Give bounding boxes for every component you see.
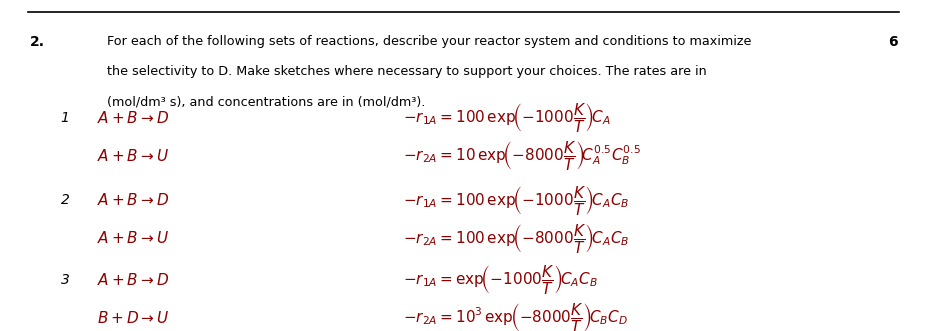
Text: $-r_{1A} = 100\,\mathrm{exp}\!\left(-1000\dfrac{K}{T}\right)\!C_A$: $-r_{1A} = 100\,\mathrm{exp}\!\left(-100… — [403, 101, 611, 134]
Text: $A + B \rightarrow U$: $A + B \rightarrow U$ — [97, 230, 170, 246]
Text: For each of the following sets of reactions, describe your reactor system and co: For each of the following sets of reacti… — [107, 35, 751, 48]
Text: 2: 2 — [60, 193, 70, 207]
Text: 2.: 2. — [30, 35, 44, 49]
Text: $-r_{1A} = \mathrm{exp}\!\left(-1000\dfrac{K}{T}\right)\!C_AC_B$: $-r_{1A} = \mathrm{exp}\!\left(-1000\dfr… — [403, 263, 598, 296]
Text: the selectivity to D. Make sketches where necessary to support your choices. The: the selectivity to D. Make sketches wher… — [107, 65, 706, 78]
Text: $-r_{1A} = 100\,\mathrm{exp}\!\left(-1000\dfrac{K}{T}\right)\!C_AC_B$: $-r_{1A} = 100\,\mathrm{exp}\!\left(-100… — [403, 184, 629, 217]
Text: $B + D \rightarrow U$: $B + D \rightarrow U$ — [97, 310, 170, 326]
Text: $A + B \rightarrow D$: $A + B \rightarrow D$ — [97, 272, 170, 288]
Text: (mol/dm³ s), and concentrations are in (mol/dm³).: (mol/dm³ s), and concentrations are in (… — [107, 96, 425, 109]
Text: 1: 1 — [60, 111, 70, 124]
Text: $-r_{2A} = 10\,\mathrm{exp}\!\left(-8000\dfrac{K}{T}\right)\!C_A^{0.5}C_B^{0.5}$: $-r_{2A} = 10\,\mathrm{exp}\!\left(-8000… — [403, 139, 641, 172]
Text: $-r_{2A} = 100\,\mathrm{exp}\!\left(-8000\dfrac{K}{T}\right)\!C_AC_B$: $-r_{2A} = 100\,\mathrm{exp}\!\left(-800… — [403, 222, 629, 255]
Text: $A + B \rightarrow D$: $A + B \rightarrow D$ — [97, 110, 170, 125]
Text: 6: 6 — [888, 35, 897, 49]
Text: $A + B \rightarrow D$: $A + B \rightarrow D$ — [97, 192, 170, 208]
Text: 3: 3 — [60, 273, 70, 287]
Text: $A + B \rightarrow U$: $A + B \rightarrow U$ — [97, 148, 170, 164]
Text: $-r_{2A} = 10^3\,\mathrm{exp}\!\left(-8000\dfrac{K}{T}\right)\!C_BC_D$: $-r_{2A} = 10^3\,\mathrm{exp}\!\left(-80… — [403, 301, 629, 331]
